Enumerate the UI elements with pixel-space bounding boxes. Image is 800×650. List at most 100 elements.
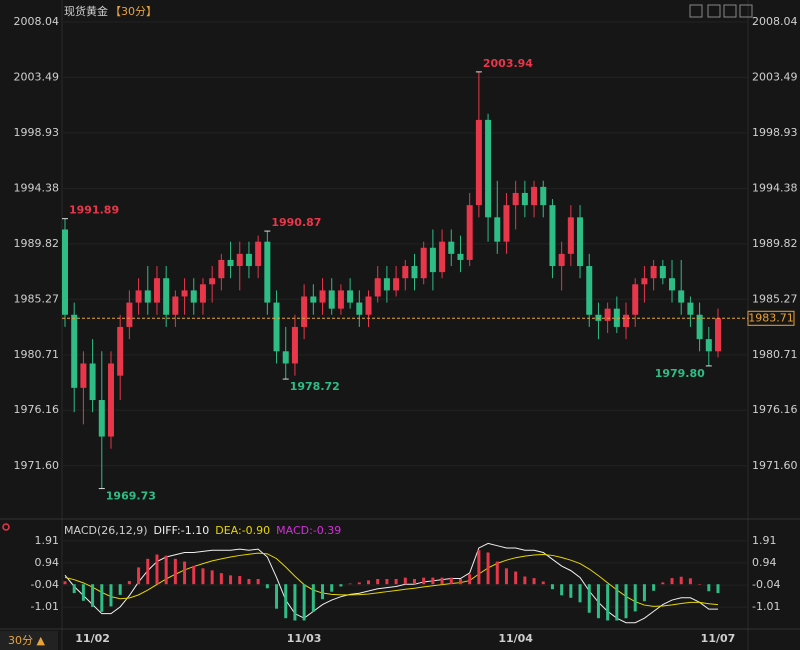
macd-bar (321, 584, 325, 600)
tool-button[interactable] (707, 4, 721, 18)
macd-bar (118, 584, 122, 595)
candle-body (236, 253, 243, 267)
candle-body (245, 253, 252, 267)
candle-body (89, 363, 96, 401)
tool-button[interactable] (689, 4, 703, 18)
candle-body (199, 284, 206, 303)
macd-bar (707, 584, 711, 592)
candle-body (549, 205, 556, 267)
macd-bar (523, 576, 527, 585)
period-button[interactable]: 30分 ▲ (8, 634, 45, 647)
candle-body (374, 278, 381, 297)
macd-bar (642, 584, 646, 602)
y-tick-label: 1989.82 (14, 237, 60, 250)
period-label: 【30分】 (110, 5, 157, 18)
macd-bar (385, 579, 389, 585)
macd-bar (679, 576, 683, 585)
macd-bar (155, 554, 159, 585)
candle-body (696, 314, 703, 340)
candle-body (153, 278, 160, 303)
candle-body (337, 290, 344, 309)
low-label: 1978.72 (290, 380, 340, 393)
macd-bar (357, 582, 361, 585)
macd-bar (698, 584, 702, 585)
macd-bar (652, 584, 656, 591)
tool-button[interactable] (723, 4, 737, 18)
candle-body (503, 205, 510, 242)
macd-bar (596, 584, 600, 619)
macd-bar (541, 581, 545, 585)
candle-body (411, 266, 418, 279)
macd-bar (293, 584, 297, 621)
macd-bar (229, 575, 233, 585)
candle-body (310, 296, 317, 303)
candle-body (383, 278, 390, 291)
y-tick-label-right: 1980.71 (752, 348, 798, 361)
candle-body (494, 217, 501, 242)
candle-body (356, 302, 363, 315)
candle-body (715, 318, 721, 352)
candle-body (328, 290, 335, 309)
tool-button[interactable] (739, 4, 753, 18)
macd-bar (367, 580, 371, 585)
y-tick-label: -1.01 (31, 600, 59, 613)
low-label: 1969.73 (106, 490, 156, 503)
y-tick-label-right: 1998.93 (752, 126, 798, 139)
period-button-bg[interactable] (0, 631, 58, 650)
x-tick-label: 11/04 (498, 632, 533, 645)
macd-bar (219, 573, 223, 585)
legend-label: DEA:-0.90 (215, 524, 270, 537)
candle-body (117, 326, 124, 376)
candle-body (402, 266, 409, 279)
candle-body (623, 314, 630, 327)
candle-body (457, 253, 464, 260)
candle-body (613, 308, 620, 327)
macd-bar (449, 577, 453, 585)
y-tick-label: 1998.93 (14, 126, 60, 139)
y-tick-label: 1994.38 (14, 181, 60, 194)
macd-bar (164, 555, 168, 585)
macd-bar (477, 550, 481, 585)
macd-line (64, 542, 718, 624)
macd-bar (624, 584, 628, 619)
candle-body (521, 192, 528, 206)
candle-body (705, 339, 712, 352)
macd-bar (238, 576, 242, 585)
macd-bar (265, 584, 269, 589)
y-tick-label-right: 1985.27 (752, 292, 798, 305)
candle-body (687, 302, 694, 315)
candle-body (485, 119, 492, 218)
price-tag (747, 310, 795, 326)
macd-bar (311, 584, 315, 612)
macd-bar (615, 584, 619, 621)
candle-body (218, 259, 225, 279)
macd-bar (192, 565, 196, 585)
macd-bar (256, 579, 260, 585)
y-tick-label-right: -1.01 (752, 600, 780, 613)
y-tick-label-right: 1989.82 (752, 237, 798, 250)
candle-body (393, 278, 400, 291)
candle-body (586, 266, 593, 315)
macd-bar (403, 577, 407, 585)
macd-bar (550, 584, 554, 590)
indicator-icon[interactable] (2, 523, 10, 531)
y-tick-label-right: 2003.49 (752, 70, 798, 83)
candle-body (577, 217, 584, 267)
y-tick-label: 0.94 (35, 556, 60, 569)
y-tick-label-right: -0.04 (752, 578, 780, 591)
y-tick-label: 1980.71 (14, 348, 60, 361)
macd-bar (468, 574, 472, 585)
macd-bar (504, 568, 508, 585)
low-label: 1979.80 (655, 367, 705, 380)
macd-bar (688, 578, 692, 585)
macd-bar (633, 584, 637, 612)
candle-body (567, 217, 574, 254)
macd-bar (376, 579, 380, 585)
macd-line (64, 552, 719, 607)
y-tick-label: 2008.04 (14, 15, 60, 28)
candle-body (439, 241, 446, 273)
indicator-title: MACD(26,12,9) (64, 524, 148, 537)
candle-body (669, 278, 676, 291)
